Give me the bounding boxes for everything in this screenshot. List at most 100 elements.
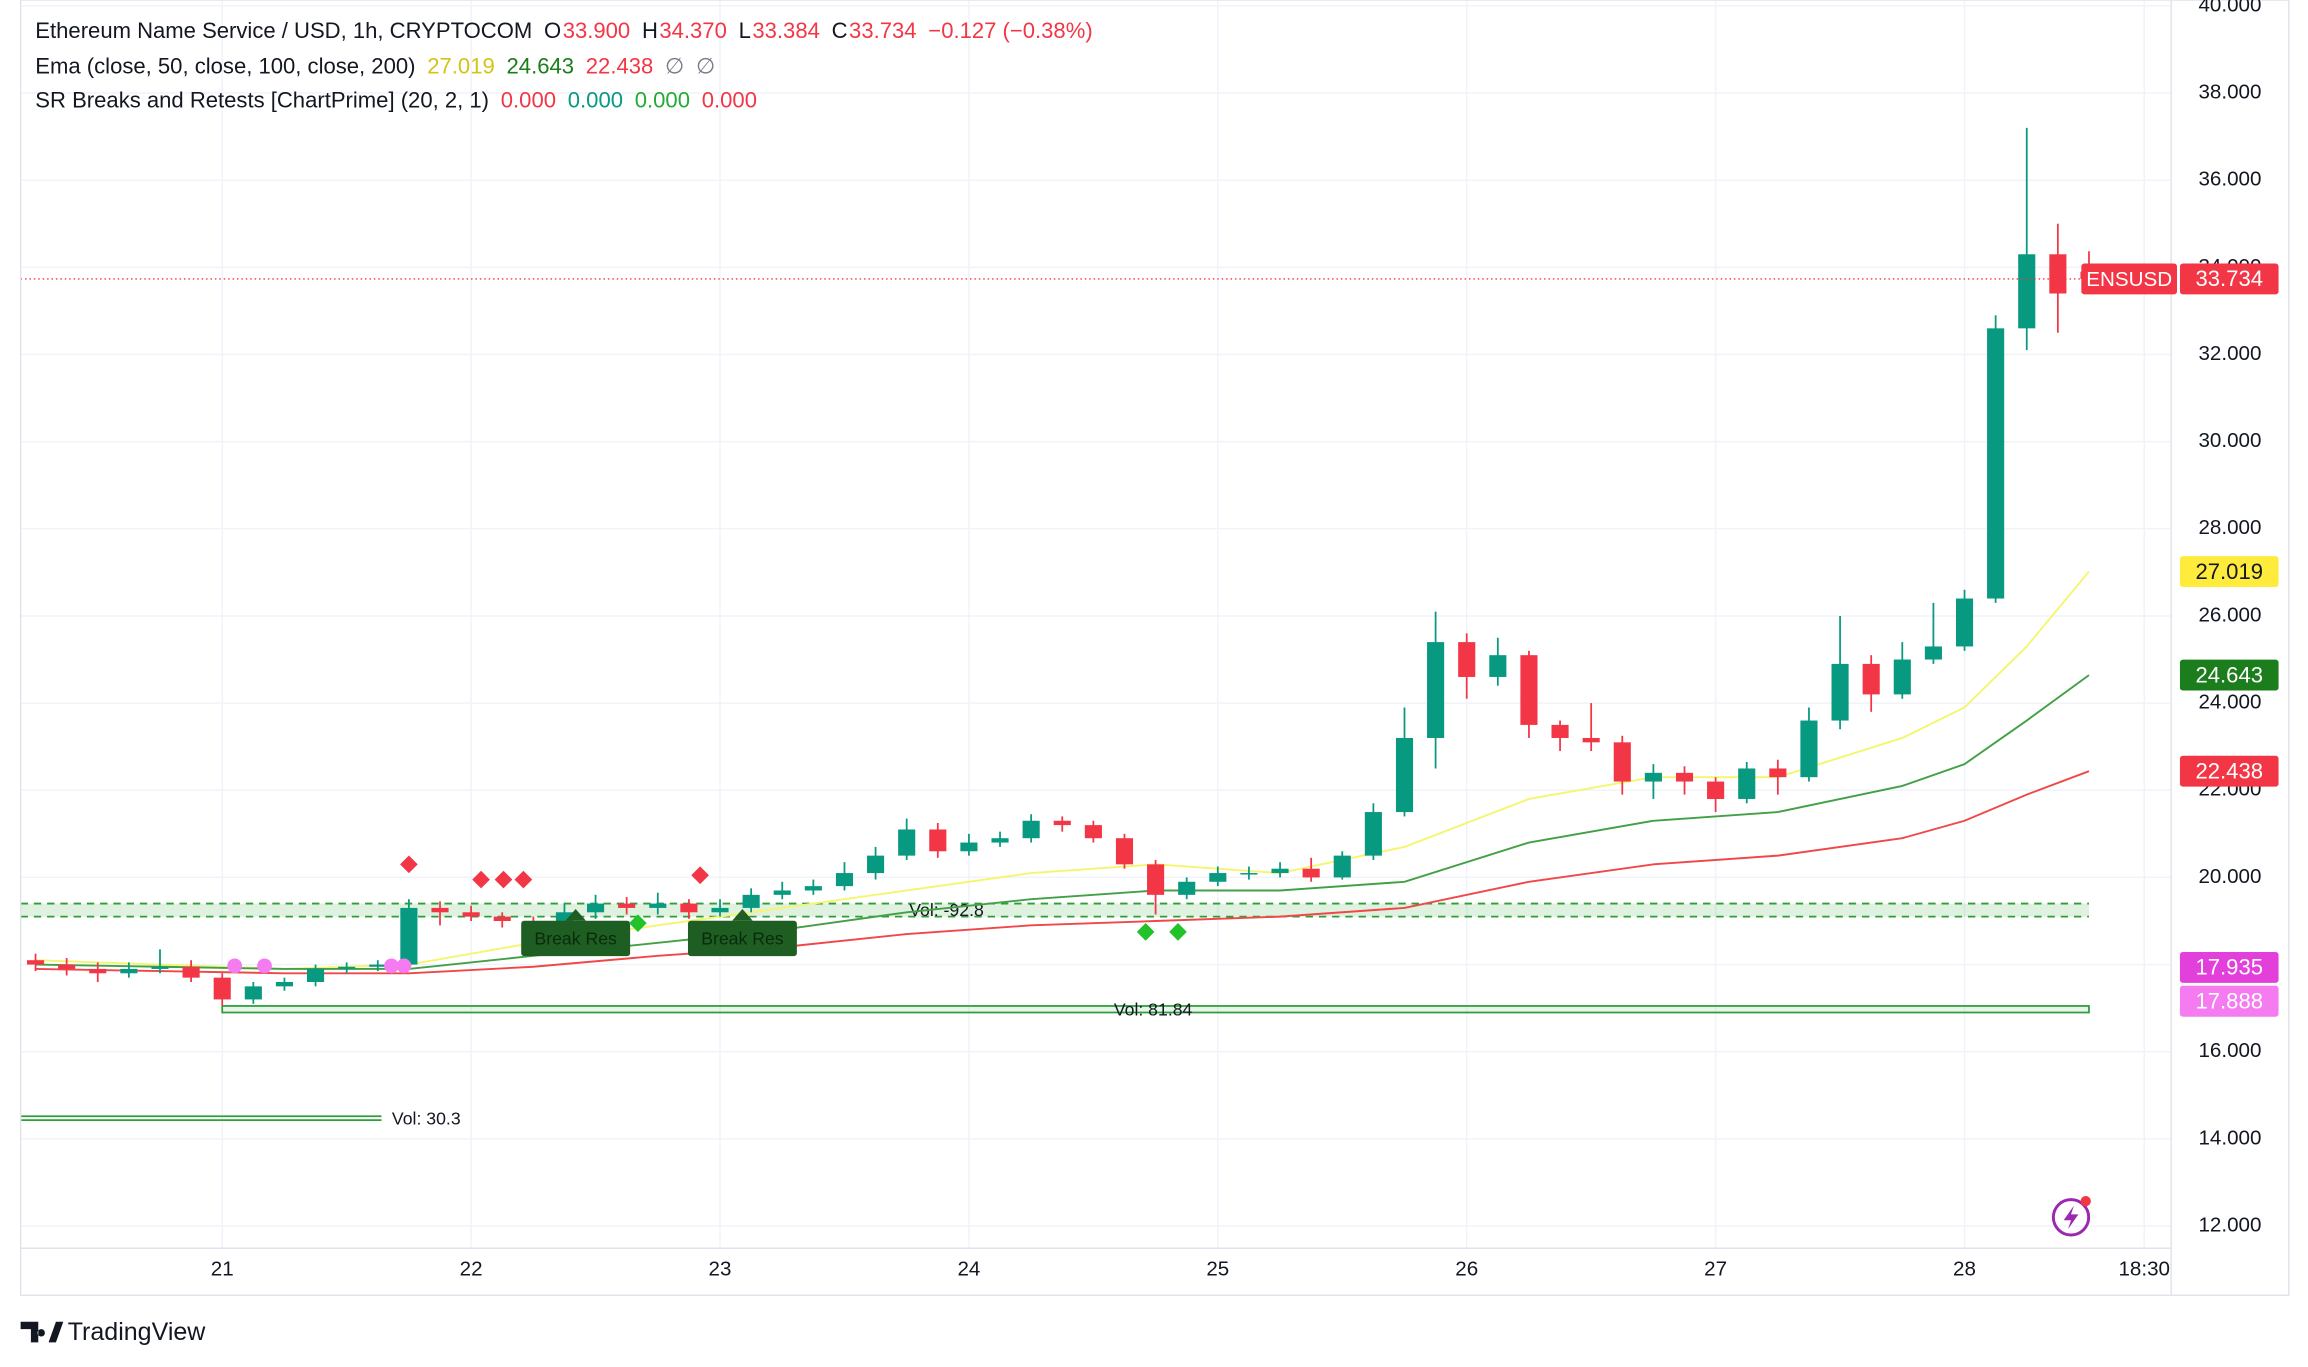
candle-body [244,986,262,1000]
break-label: Break Res [701,929,784,949]
candle-body [929,829,947,852]
break-label: Break Res [534,929,617,949]
candle-body [58,964,76,969]
legend-text: 0.000 [702,87,757,112]
candle-body [649,903,667,908]
signal-dot [227,958,243,974]
candle-body [338,966,356,969]
price-badge [2179,263,2279,295]
candle-body [151,966,169,969]
signal-diamond [494,870,513,889]
candle-body [960,842,978,852]
zone-label: Vol: 30.3 [392,1108,461,1128]
brand-name: TradingView [68,1318,207,1346]
ema-line [35,770,2090,975]
candle-body [89,968,107,974]
candle-body [2049,254,2067,294]
candle-body [1178,881,1196,895]
candle-body [1893,659,1911,695]
candle-body [1395,737,1414,813]
volume-zone [20,903,2089,917]
legend-text: H [642,18,658,43]
candle-body [1271,868,1289,874]
legend-text: Ema (close, 50, close, 100, close, 200) [35,54,415,79]
y-tick-label: 30.000 [2198,429,2261,452]
legend-text: C [832,18,848,43]
candle-body [493,916,511,921]
candle-body [275,981,293,987]
break-pointer [732,908,753,921]
candle-body [898,829,916,856]
price-badge-label: 22.438 [2196,758,2263,783]
price-badge-label: 17.935 [2196,955,2263,980]
candle-body [1955,598,1974,647]
candle-body [991,838,1009,843]
price-badge [2179,951,2279,983]
candle-body [462,912,480,917]
candle-body [1458,642,1476,677]
candle-body [1302,868,1320,878]
candle-body [306,968,325,982]
signal-dot [384,958,399,974]
x-tick-label: 25 [1206,1258,1229,1281]
legend-text: Ethereum Name Service / USD, 1h, CRYPTOC… [35,18,532,43]
signal-diamond [691,866,709,885]
candle-body [1987,328,2005,599]
candle-body [1084,825,1102,839]
legend-text: ∅ [665,54,684,79]
y-tick-label: 24.000 [2198,691,2261,714]
signal-dot [396,958,412,974]
candle-body [835,873,854,887]
price-badge-label: 24.643 [2196,662,2263,687]
alert-icon[interactable] [2051,1195,2091,1237]
break-label-box [521,920,631,957]
candle-body [618,903,636,908]
candle-body [1769,768,1787,778]
candle-body [1520,655,1538,725]
y-tick-label: 40.000 [2198,0,2261,16]
candle-body [1551,724,1569,738]
signal-diamond [1169,923,1187,941]
candle-body [1022,820,1040,839]
candle-body [773,890,791,895]
candle-body [369,964,387,967]
price-badge-label: 17.888 [2196,989,2263,1014]
candle-body [1147,864,1165,895]
legend-text: −0.127 (−0.38%) [928,18,1092,43]
candle-body [1675,772,1694,782]
y-tick-label: 32.000 [2198,342,2261,365]
y-tick-label: 36.000 [2198,168,2261,191]
candle-body [1613,742,1631,782]
candle-body [1831,663,1849,721]
price-badge [2179,755,2279,787]
volume-zone [221,1005,2090,1014]
x-tick-label: 28 [1953,1258,1976,1281]
price-badge [2179,556,2279,588]
frame [19,0,2290,1297]
legend-text: ∅ [696,54,715,79]
price-badge [2179,659,2279,691]
candle-body [1924,646,1942,660]
symbol-badge [2081,263,2177,295]
x-tick-label: 24 [957,1258,980,1281]
zone-label: Vol: 81.84 [1114,999,1193,1019]
candle-body [182,966,200,978]
candle-body [1427,642,1445,738]
candle-body [1115,838,1134,865]
legend-text: 0.000 [568,87,623,112]
legend-text: 0.000 [501,87,556,112]
y-tick-label: 12.000 [2198,1213,2261,1236]
x-tick-label: 23 [709,1258,732,1281]
y-tick-label: 26.000 [2198,603,2261,626]
candle-body [1333,855,1351,878]
brand-logo[interactable]: TradingView [20,1318,207,1346]
x-tick-label: 18:30 [2118,1258,2170,1281]
candle-body [431,907,449,913]
signal-dot [257,958,272,974]
legend-text: 24.643 [507,54,574,79]
candle-body [1364,812,1382,856]
legend-text: 33.384 [752,18,819,43]
